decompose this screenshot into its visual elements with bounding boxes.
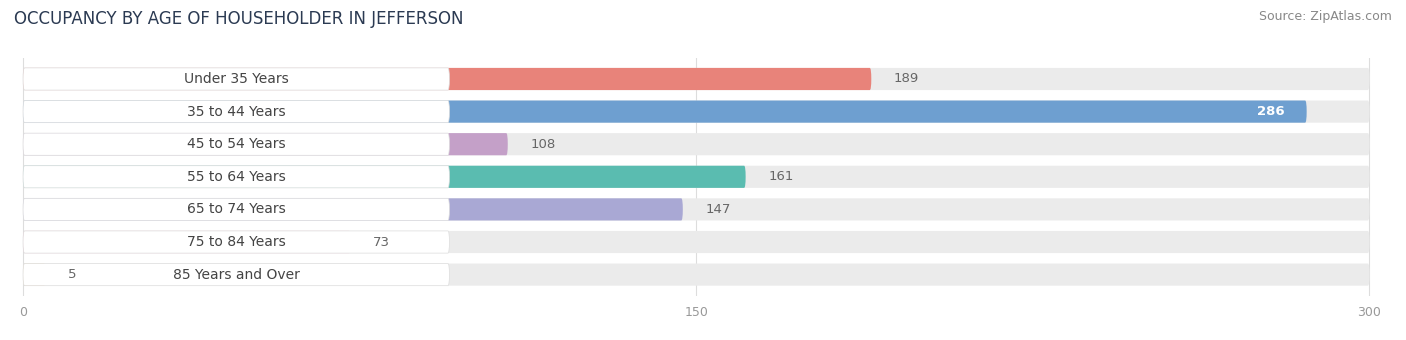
FancyBboxPatch shape: [22, 231, 350, 253]
FancyBboxPatch shape: [22, 68, 450, 90]
Text: 147: 147: [706, 203, 731, 216]
FancyBboxPatch shape: [22, 101, 450, 123]
FancyBboxPatch shape: [22, 166, 745, 188]
Text: 108: 108: [530, 138, 555, 151]
FancyBboxPatch shape: [22, 101, 1306, 123]
Text: 5: 5: [67, 268, 76, 281]
FancyBboxPatch shape: [22, 166, 1369, 188]
Text: Source: ZipAtlas.com: Source: ZipAtlas.com: [1258, 10, 1392, 23]
Text: 85 Years and Over: 85 Years and Over: [173, 268, 299, 282]
FancyBboxPatch shape: [22, 231, 450, 253]
FancyBboxPatch shape: [22, 198, 1369, 220]
Text: Under 35 Years: Under 35 Years: [184, 72, 288, 86]
Text: OCCUPANCY BY AGE OF HOUSEHOLDER IN JEFFERSON: OCCUPANCY BY AGE OF HOUSEHOLDER IN JEFFE…: [14, 10, 464, 28]
FancyBboxPatch shape: [22, 133, 1369, 155]
Text: 161: 161: [768, 170, 793, 183]
FancyBboxPatch shape: [22, 264, 450, 286]
Text: 35 to 44 Years: 35 to 44 Years: [187, 105, 285, 119]
FancyBboxPatch shape: [22, 68, 872, 90]
FancyBboxPatch shape: [22, 264, 45, 286]
Text: 45 to 54 Years: 45 to 54 Years: [187, 137, 285, 151]
FancyBboxPatch shape: [22, 68, 1369, 90]
Text: 286: 286: [1257, 105, 1284, 118]
FancyBboxPatch shape: [22, 231, 1369, 253]
FancyBboxPatch shape: [22, 198, 683, 220]
FancyBboxPatch shape: [22, 198, 450, 220]
Text: 55 to 64 Years: 55 to 64 Years: [187, 170, 285, 184]
Text: 65 to 74 Years: 65 to 74 Years: [187, 202, 285, 216]
FancyBboxPatch shape: [22, 264, 1369, 286]
FancyBboxPatch shape: [22, 101, 1369, 123]
FancyBboxPatch shape: [22, 166, 450, 188]
Text: 73: 73: [373, 236, 389, 249]
Text: 75 to 84 Years: 75 to 84 Years: [187, 235, 285, 249]
FancyBboxPatch shape: [22, 133, 508, 155]
Text: 189: 189: [894, 72, 920, 85]
FancyBboxPatch shape: [22, 133, 450, 155]
